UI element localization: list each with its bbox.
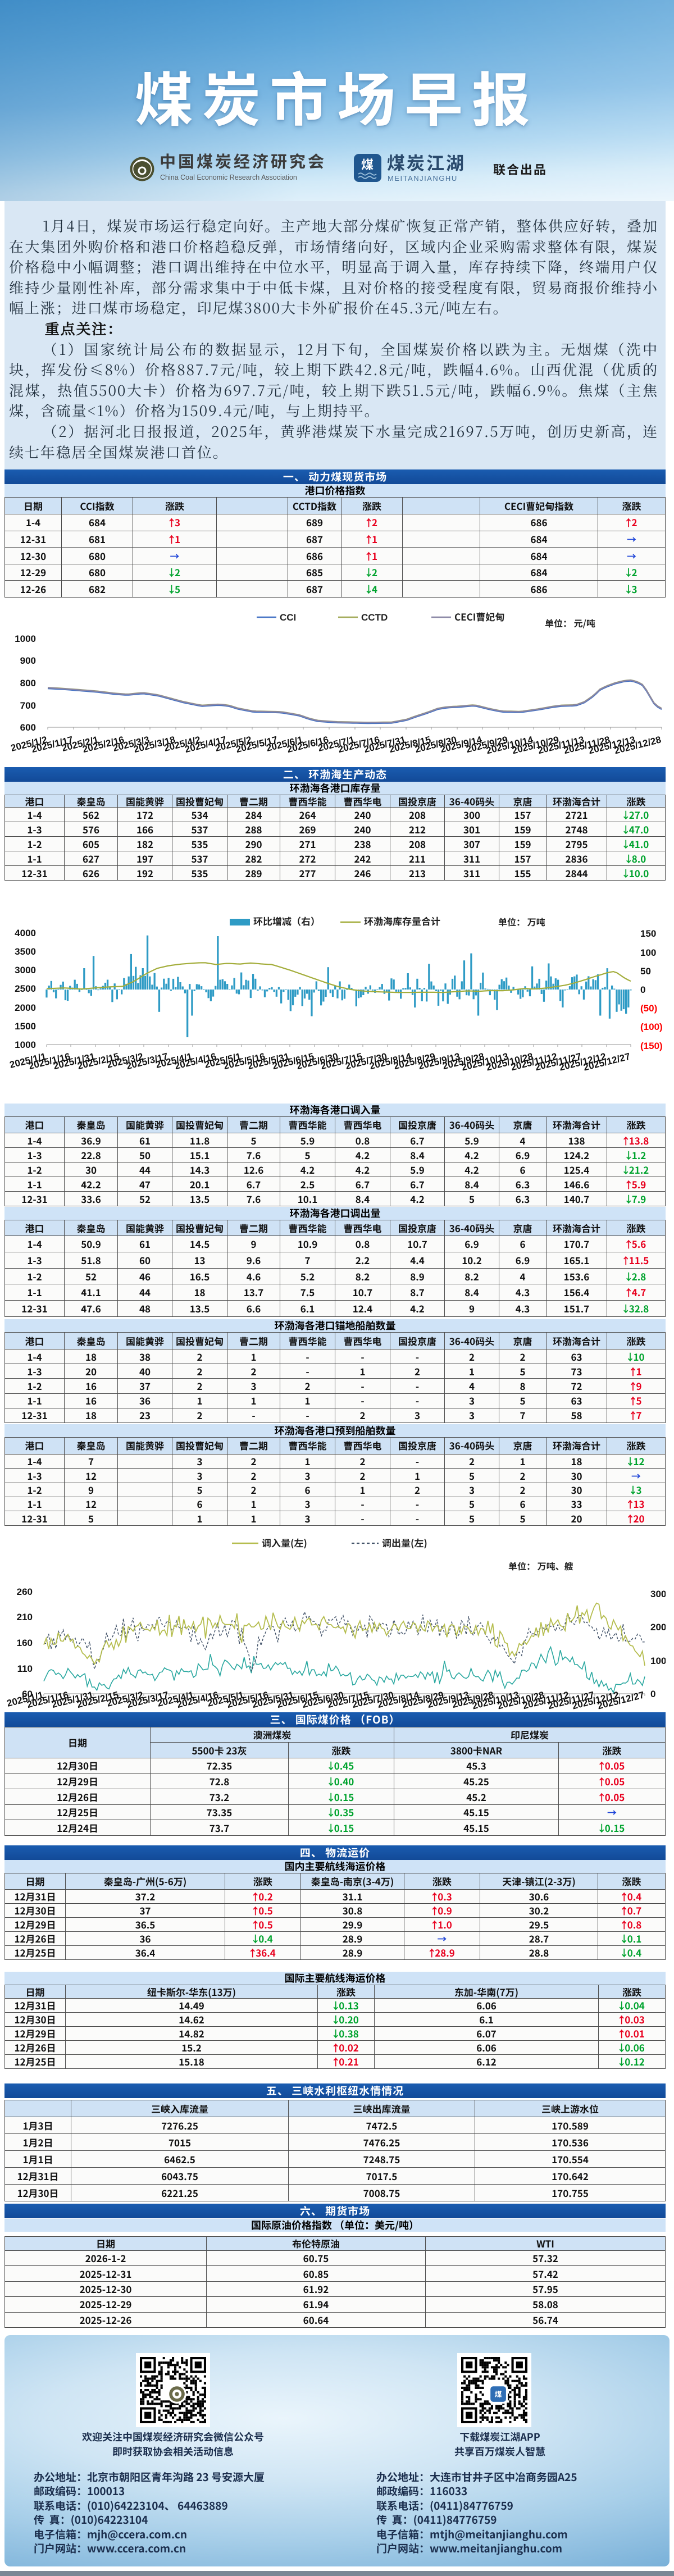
svg-text:(50): (50) [640,1003,657,1014]
svg-text:2500: 2500 [15,983,36,994]
svg-text:环渤海库存量合计: 环渤海库存量合计 [364,914,440,928]
svg-text:1000: 1000 [15,1039,36,1050]
svg-text:煤: 煤 [361,155,374,173]
svg-text:160: 160 [17,1638,33,1648]
svg-text:110: 110 [17,1663,33,1674]
svg-text:60: 60 [22,1689,33,1699]
svg-text:3500: 3500 [15,946,36,957]
svg-text:210: 210 [17,1612,33,1622]
svg-text:3000: 3000 [15,965,36,975]
svg-text:调入量(左): 调入量(左) [262,1535,307,1549]
svg-text:联合出品: 联合出品 [493,160,547,178]
svg-text:1500: 1500 [15,1021,36,1032]
svg-text:煤炭江湖: 煤炭江湖 [387,149,466,175]
svg-text:煤: 煤 [494,2388,502,2399]
svg-text:1000: 1000 [15,633,36,644]
svg-text:4000: 4000 [15,928,36,938]
svg-text:0: 0 [650,1689,655,1699]
svg-text:800: 800 [20,678,36,689]
svg-text:环比增减（右）: 环比增减（右） [253,914,320,928]
svg-text:(100): (100) [640,1022,663,1032]
svg-text:(150): (150) [640,1041,663,1051]
svg-text:CECI曹妃甸: CECI曹妃甸 [454,609,504,623]
svg-text:150: 150 [640,928,656,939]
svg-text:50: 50 [640,966,651,977]
svg-text:300: 300 [650,1589,666,1599]
svg-text:2000: 2000 [15,1002,36,1013]
svg-text:中国煤炭经济研究会: 中国煤炭经济研究会 [160,149,326,172]
svg-text:单位： 万吨: 单位： 万吨 [498,915,545,928]
svg-text:900: 900 [20,655,36,666]
svg-text:260: 260 [17,1586,33,1597]
svg-text:600: 600 [20,722,36,733]
svg-text:100: 100 [650,1656,666,1666]
svg-text:200: 200 [650,1622,666,1633]
svg-text:700: 700 [20,700,36,711]
svg-text:0: 0 [640,984,645,995]
svg-text:调出量(左): 调出量(左) [382,1535,427,1549]
svg-text:CCI: CCI [280,612,296,623]
svg-text:MEITANJIANGHU: MEITANJIANGHU [388,174,458,183]
svg-text:单位： 万吨、艘: 单位： 万吨、艘 [508,1559,573,1572]
svg-text:单位： 元/吨: 单位： 元/吨 [545,616,595,630]
svg-text:CCTD: CCTD [361,612,388,623]
svg-text:100: 100 [640,947,656,958]
svg-text:China Coal Economic Research A: China Coal Economic Research Association [160,174,297,181]
